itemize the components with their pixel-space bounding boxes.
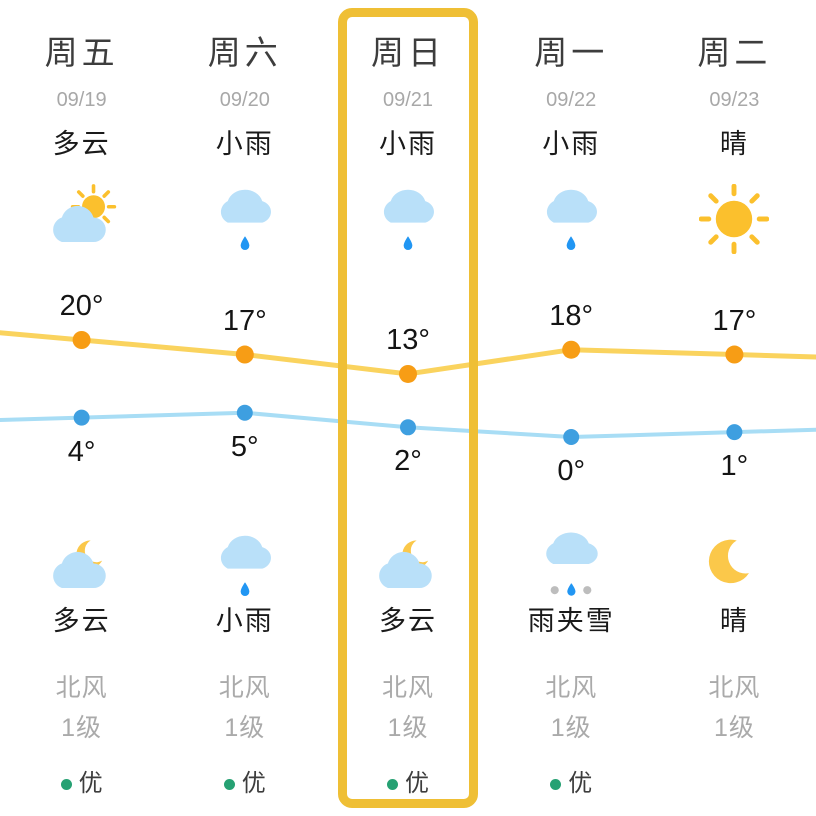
wind-level: 1级 xyxy=(387,714,429,742)
air-quality-badge: 优 xyxy=(490,772,653,796)
night-condition: 多云 xyxy=(52,606,111,636)
cloud-rain-icon xyxy=(163,183,326,255)
air-quality-label: 优 xyxy=(78,770,103,797)
day-condition: 小雨 xyxy=(215,129,274,159)
air-quality-dot xyxy=(223,778,235,790)
air-quality-badge: 优 xyxy=(326,772,489,796)
day-name: 周二 xyxy=(697,34,772,71)
forecast-day-column[interactable]: 周日 09/21 小雨多云北风 1级优 xyxy=(326,0,489,816)
night-condition: 雨夹雪 xyxy=(527,606,615,636)
wind-direction: 北风 xyxy=(55,674,108,702)
cloud-rain-icon xyxy=(163,528,326,602)
sun-icon xyxy=(653,183,816,255)
day-date: 09/20 xyxy=(219,89,270,111)
day-date: 09/22 xyxy=(546,89,597,111)
wind-level: 1级 xyxy=(224,714,266,742)
day-name: 周六 xyxy=(207,34,282,71)
forecast-day-column[interactable]: 周五 09/19 多云 多云 北风 1级优 xyxy=(0,0,163,816)
day-name: 周一 xyxy=(534,34,609,71)
wind-direction: 北风 xyxy=(545,674,598,702)
cloud-sun-icon xyxy=(0,183,163,255)
day-condition: 晴 xyxy=(719,129,749,159)
air-quality-badge: 优 xyxy=(0,772,163,796)
forecast-day-column[interactable]: 周六 09/20 小雨 小雨 北风 1级优 xyxy=(163,0,326,816)
air-quality-label: 优 xyxy=(568,770,593,797)
air-quality-dot xyxy=(387,778,398,790)
air-quality-label: 优 xyxy=(405,770,429,797)
day-name: 周五 xyxy=(44,34,119,71)
air-quality-dot xyxy=(550,778,562,790)
cloud-rain-icon xyxy=(326,183,489,255)
day-condition: 小雨 xyxy=(542,129,601,159)
day-date: 09/23 xyxy=(709,89,760,111)
air-quality-dot xyxy=(60,778,72,790)
cloud-moon-icon xyxy=(326,528,489,602)
night-condition: 小雨 xyxy=(215,606,274,636)
day-condition: 小雨 xyxy=(379,129,437,159)
day-condition: 多云 xyxy=(52,129,111,159)
day-name: 周日 xyxy=(371,34,445,71)
wind-level: 1级 xyxy=(61,714,103,742)
forecast-day-column[interactable]: 周一 09/22 小雨雨夹雪北风 1级优 xyxy=(490,0,653,816)
forecast-day-column[interactable]: 周二 09/23 晴晴北风 1级 xyxy=(653,0,816,816)
wind-level: 1级 xyxy=(713,714,755,742)
cloud-sleet-icon xyxy=(490,528,653,602)
wind-direction: 北风 xyxy=(218,674,271,702)
wind-direction: 北风 xyxy=(382,674,435,702)
air-quality-label: 优 xyxy=(241,770,266,797)
cloud-moon-icon xyxy=(0,528,163,602)
night-condition: 多云 xyxy=(379,606,437,636)
day-date: 09/21 xyxy=(382,89,434,111)
day-date: 09/19 xyxy=(56,89,107,111)
air-quality-badge: 优 xyxy=(163,772,326,796)
night-condition: 晴 xyxy=(719,606,749,636)
wind-direction: 北风 xyxy=(708,674,761,702)
moon-icon xyxy=(653,528,816,602)
wind-level: 1级 xyxy=(550,714,592,742)
cloud-rain-icon xyxy=(490,183,653,255)
